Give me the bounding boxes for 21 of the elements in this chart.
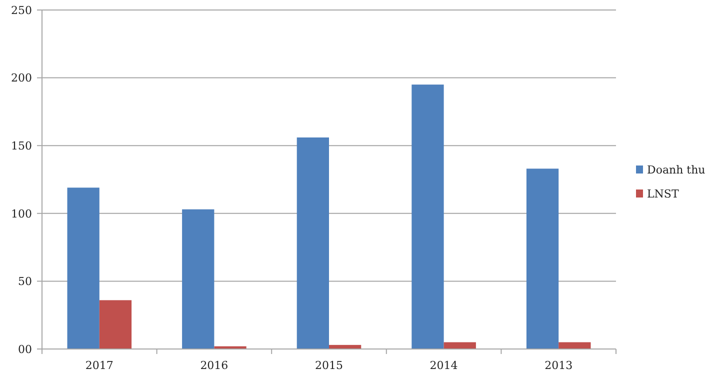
y-tick-label: 250 xyxy=(11,4,32,17)
x-tick-label: 2017 xyxy=(85,359,114,372)
x-tick-label: 2014 xyxy=(430,359,458,372)
legend-label: LNST xyxy=(647,187,680,200)
bar xyxy=(412,84,444,349)
y-tick-label: 50 xyxy=(18,275,32,288)
bar xyxy=(526,168,559,349)
y-tick-label: 150 xyxy=(11,139,32,152)
bar xyxy=(444,342,476,349)
x-tick-label: 2013 xyxy=(544,359,573,372)
y-tick-label: 00 xyxy=(18,342,32,356)
bar xyxy=(558,342,591,349)
x-tick-label: 2015 xyxy=(315,359,343,372)
y-tick-label: 100 xyxy=(11,207,32,220)
bar xyxy=(99,300,132,349)
x-tick-label: 2016 xyxy=(200,359,228,372)
bar xyxy=(182,209,214,349)
bar xyxy=(67,188,100,349)
legend-label: Doanh thu xyxy=(647,163,706,176)
bar xyxy=(296,137,329,349)
y-tick-label: 200 xyxy=(11,72,32,85)
